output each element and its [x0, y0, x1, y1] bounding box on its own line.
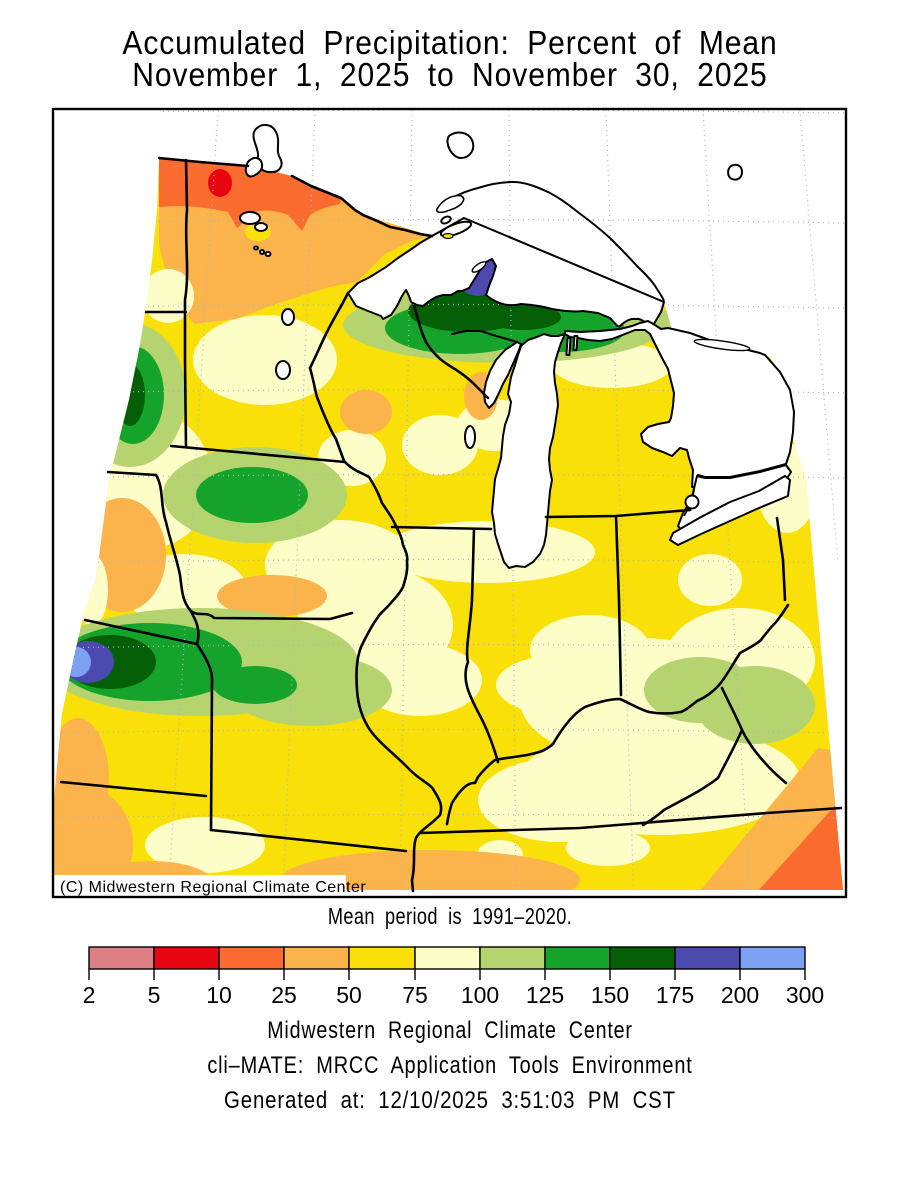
svg-text:300: 300 — [786, 982, 824, 1008]
svg-text:(C) Midwestern Regional Climat: (C) Midwestern Regional Climate Center — [60, 879, 366, 896]
svg-text:200: 200 — [721, 982, 759, 1008]
svg-text:25: 25 — [271, 982, 297, 1008]
svg-text:175: 175 — [656, 982, 694, 1008]
svg-text:10: 10 — [206, 982, 232, 1008]
svg-text:150: 150 — [591, 982, 629, 1008]
svg-text:50: 50 — [336, 982, 362, 1008]
svg-text:100: 100 — [461, 982, 499, 1008]
svg-text:125: 125 — [526, 982, 564, 1008]
svg-text:75: 75 — [402, 982, 428, 1008]
svg-text:5: 5 — [148, 982, 161, 1008]
svg-text:2: 2 — [83, 982, 96, 1008]
